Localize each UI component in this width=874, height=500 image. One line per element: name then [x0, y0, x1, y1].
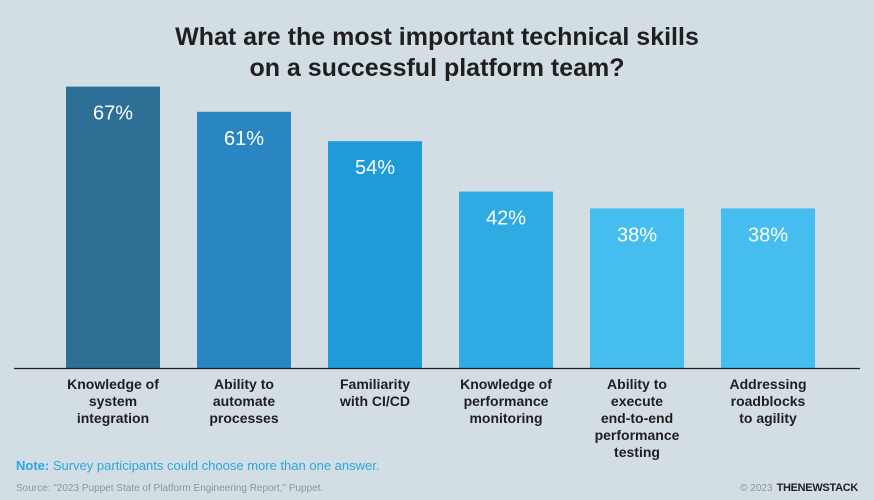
category-label-6: Addressing roadblocks to agility [729, 376, 807, 426]
bar-4 [459, 191, 553, 368]
chart-title-line-1: What are the most important technical sk… [175, 23, 699, 51]
category-label-3: Familiarity with CI/CD [339, 376, 411, 409]
chart-title: What are the most important technical sk… [0, 22, 874, 84]
category-label-1: Knowledge of system integration [67, 376, 159, 426]
note-text: Survey participants could choose more th… [49, 458, 380, 473]
chart-source: Source: "2023 Puppet State of Platform E… [16, 483, 324, 494]
chart-title-line-2: on a successful platform team? [249, 54, 625, 82]
brand-logo: THENEWSTACK [776, 482, 859, 494]
category-label-4: Knowledge of performance monitoring [460, 376, 552, 426]
note-prefix: Note: [16, 458, 50, 473]
bar-value-label-5: 38% [617, 224, 657, 246]
bar-value-label-2: 61% [224, 128, 264, 150]
bar-value-label-6: 38% [748, 224, 788, 246]
bar-6 [721, 208, 815, 368]
bar-value-label-4: 42% [486, 208, 526, 230]
bar-3 [328, 141, 422, 368]
copyright-text: © 2023 [740, 482, 773, 494]
bar-1 [66, 86, 160, 368]
bar-5 [590, 208, 684, 368]
category-label-5: Ability to execute end-to-end performanc… [594, 376, 680, 460]
category-label-2: Ability to automate processes [209, 376, 279, 426]
bar-2 [197, 111, 291, 369]
chart-note: Note: Survey participants could choose m… [16, 458, 379, 473]
credit: © 2023 THENEWSTACK [740, 482, 858, 494]
bar-value-label-3: 54% [355, 157, 395, 179]
bar-value-label-1: 67% [93, 103, 133, 125]
